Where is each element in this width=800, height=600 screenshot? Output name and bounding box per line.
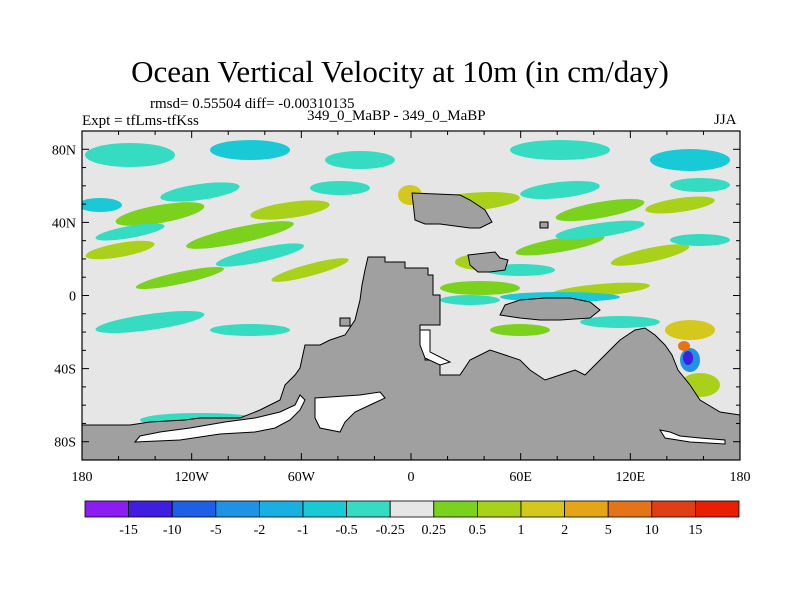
colorbar-swatch [389,500,435,518]
colorbar-label: 2 [561,523,568,538]
land-masses [82,192,740,460]
colorbar-label: -15 [119,523,138,538]
chart-title: Ocean Vertical Velocity at 10m (in cm/da… [131,54,669,89]
colorbar-label: 1 [518,523,525,538]
axes: 180 120W 60W 0 60E 120E 180 80N 40N 0 40S 80S [52,130,751,485]
x-tick-label: 180 [730,470,751,485]
y-tick-label: 40S [54,363,76,378]
colorbar-swatch [607,500,653,518]
y-tick-label: 0 [69,290,76,305]
experiment-text: Expt = tfLms-tfKss [82,113,199,129]
map-field [82,131,740,460]
colorbar-label: 10 [645,523,659,538]
x-tick-label: 180 [72,470,93,485]
colorbar: -15 -10 -5 -2 -1 -0.5 -0.25 0.25 0.5 1 2 5 10 15 [84,500,740,538]
colorbar-swatch [564,500,609,518]
colorbar-label: -10 [163,523,182,538]
colorbar-swatch [433,500,478,518]
stats-text: rmsd= 0.55504 diff= -0.00310135 [150,96,355,112]
colorbar-label: -0.5 [336,523,358,538]
colorbar-label: 0.25 [422,523,447,538]
x-tick-label: 60W [288,470,316,485]
y-tick-label: 40N [52,216,76,231]
colorbar-swatch [171,500,217,518]
x-tick-label: 60E [509,470,532,485]
colorbar-label: -5 [210,523,222,538]
x-tick-label: 120W [175,470,210,485]
x-tick-label: 0 [408,470,415,485]
y-tick-label: 80N [52,143,76,158]
colorbar-label: 0.5 [469,523,487,538]
colorbar-swatch [651,500,696,518]
colorbar-label: 15 [688,523,702,538]
colorbar-label: -0.25 [376,523,405,538]
season-label: JJA [714,112,737,128]
colorbar-swatch [302,500,347,518]
colorbar-label: -2 [254,523,266,538]
colorbar-swatch [128,500,173,518]
case-text: 349_0_MaBP - 349_0_MaBP [307,108,486,124]
y-tick-label: 80S [54,436,76,451]
colorbar-swatch [520,500,565,518]
colorbar-swatch [476,500,522,518]
colorbar-label: 5 [605,523,612,538]
colorbar-swatch [695,500,740,518]
x-tick-label: 120E [616,470,646,485]
colorbar-swatch [215,500,260,518]
colorbar-swatch [84,500,129,518]
antarctic-coast-gaps [133,329,726,445]
colorbar-label: -1 [297,523,309,538]
colorbar-swatch [346,500,391,518]
colorbar-swatch [258,500,304,518]
